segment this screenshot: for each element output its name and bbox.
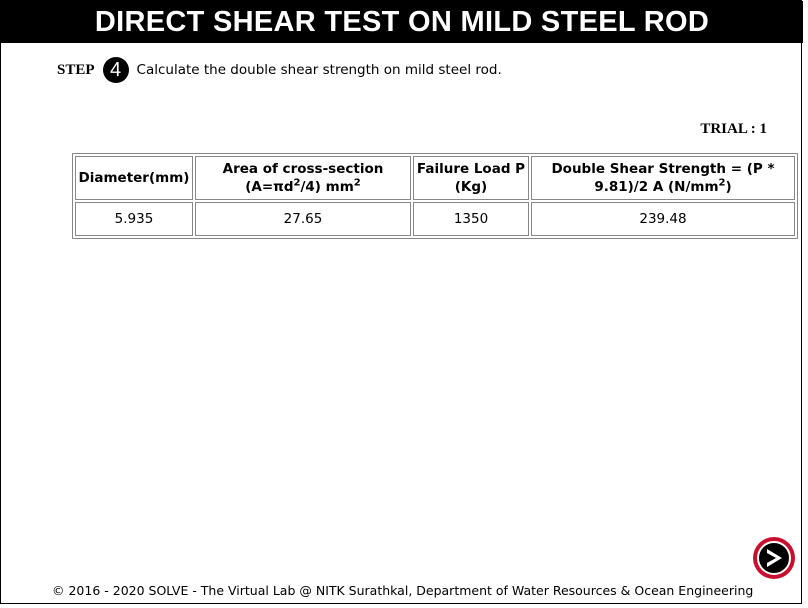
header-strength-line2-prefix: 9.81)/2 A (N/mm xyxy=(594,179,719,195)
header-diameter-text: Diameter(mm) xyxy=(78,170,190,186)
results-table: Diameter(mm) Area of cross-section (A=πd… xyxy=(72,153,798,239)
header-strength-line2-suffix: ) xyxy=(725,179,732,195)
chevron-right-icon xyxy=(767,549,782,567)
header-area-sup: 2 xyxy=(293,177,301,189)
page-title: DIRECT SHEAR TEST ON MILD STEEL ROD xyxy=(1,1,803,43)
next-button[interactable] xyxy=(753,537,795,579)
step-instruction: STEP 4 Calculate the double shear streng… xyxy=(57,57,502,83)
next-button-inner xyxy=(757,541,791,575)
header-shear-strength: Double Shear Strength = (P * 9.81)/2 A (… xyxy=(531,156,795,200)
step-number-badge: 4 xyxy=(102,57,129,83)
header-area-sup2: 2 xyxy=(353,177,361,189)
cell-area: 27.65 xyxy=(195,202,411,236)
header-strength-line1: Double Shear Strength = (P * xyxy=(551,161,775,177)
step-text: Calculate the double shear strength on m… xyxy=(136,62,502,78)
cell-diameter: 5.935 xyxy=(75,202,193,236)
header-strength-sup: 2 xyxy=(718,177,726,189)
table-row: 5.935 27.65 1350 239.48 xyxy=(75,202,795,236)
cell-failure-load: 1350 xyxy=(413,202,529,236)
page-title-text: DIRECT SHEAR TEST ON MILD STEEL ROD xyxy=(94,5,710,38)
footer-credits: © 2016 - 2020 SOLVE - The Virtual Lab @ … xyxy=(52,583,754,598)
header-area-line1: Area of cross-section xyxy=(222,161,384,177)
header-area-line2-mid: /4) mm xyxy=(300,179,354,195)
header-area: Area of cross-section (A=πd2/4) mm2 xyxy=(195,156,411,200)
header-area-line2-prefix: (A=πd xyxy=(245,179,294,195)
step-label: STEP xyxy=(57,61,95,78)
header-failure-load: Failure Load P (Kg) xyxy=(413,156,529,200)
trial-label: TRIAL : 1 xyxy=(700,121,767,137)
header-diameter: Diameter(mm) xyxy=(75,156,193,200)
header-load-line1: Failure Load P xyxy=(416,161,526,177)
table-header-row: Diameter(mm) Area of cross-section (A=πd… xyxy=(75,156,795,200)
header-load-line2: (Kg) xyxy=(454,179,488,195)
cell-shear-strength: 239.48 xyxy=(531,202,795,236)
